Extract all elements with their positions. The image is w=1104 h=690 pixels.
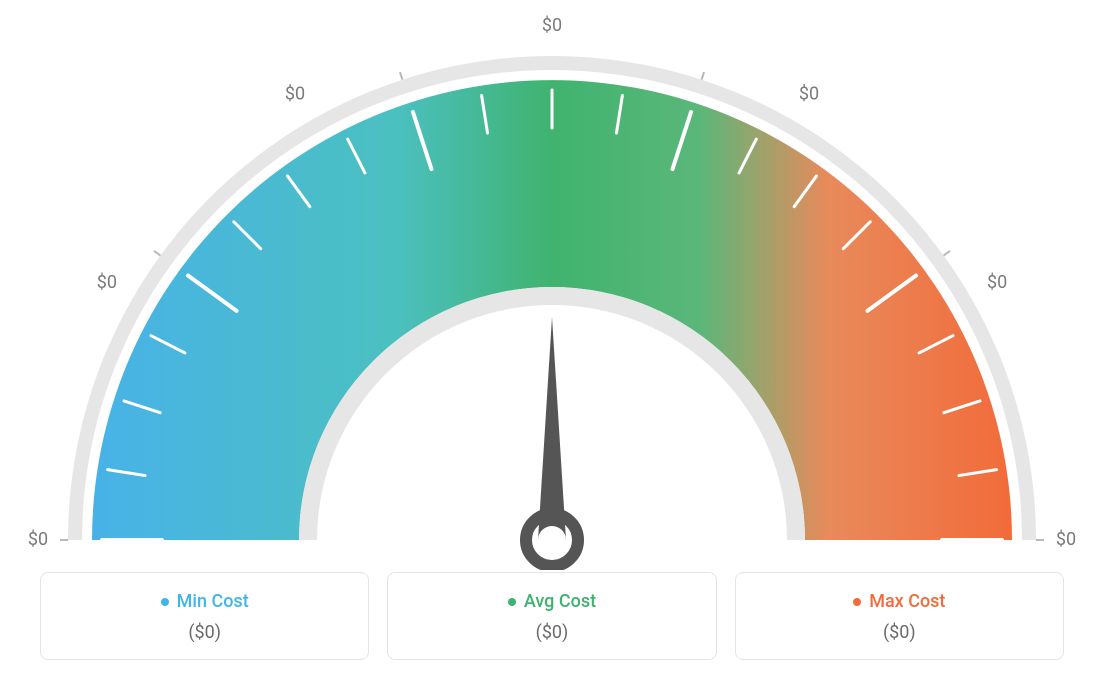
legend-card-avg: Avg Cost ($0)	[387, 572, 716, 660]
legend-dot-min	[161, 598, 169, 606]
legend-dot-max	[853, 598, 861, 606]
legend-value-max: ($0)	[746, 622, 1053, 643]
svg-text:$0: $0	[987, 272, 1007, 293]
legend-label-max: Max Cost	[869, 591, 945, 612]
legend-card-max: Max Cost ($0)	[735, 572, 1064, 660]
svg-text:$0: $0	[285, 84, 305, 105]
legend-label-avg: Avg Cost	[524, 591, 596, 612]
gauge-svg: $0 $0 $0 $0 $0 $0 $0	[22, 10, 1082, 570]
svg-text:$0: $0	[97, 272, 117, 293]
svg-text:$0: $0	[28, 529, 48, 550]
legend-value-avg: ($0)	[398, 622, 705, 643]
legend-card-min: Min Cost ($0)	[40, 572, 369, 660]
gauge-chart: $0 $0 $0 $0 $0 $0 $0	[22, 10, 1082, 570]
legend-dot-avg	[508, 598, 516, 606]
svg-text:$0: $0	[1056, 529, 1076, 550]
legend-value-min: ($0)	[51, 622, 358, 643]
legend-label-min: Min Cost	[177, 591, 249, 612]
svg-text:$0: $0	[799, 84, 819, 105]
svg-text:$0: $0	[542, 15, 562, 36]
legend-row: Min Cost ($0) Avg Cost ($0) Max Cost ($0…	[40, 572, 1064, 660]
